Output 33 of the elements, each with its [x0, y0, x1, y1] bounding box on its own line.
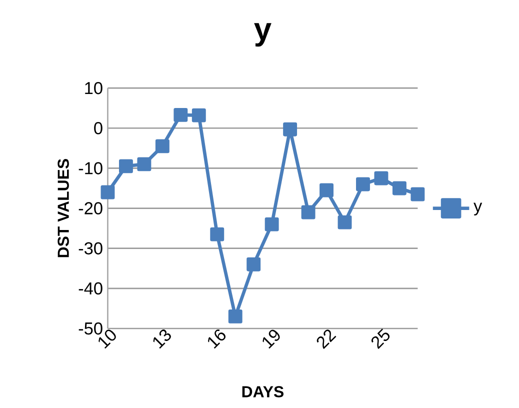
- point: [192, 108, 206, 122]
- point: [264, 217, 279, 232]
- x-tick-label: 25: [371, 328, 390, 350]
- point: [137, 157, 152, 172]
- y-tick-label: -40: [78, 282, 102, 295]
- x-tick-label: 22: [316, 330, 336, 350]
- point: [210, 227, 224, 242]
- y-tick-label: -10: [78, 162, 102, 174]
- legend-label: y: [474, 202, 482, 216]
- y-axis-title: DST VALUES: [58, 159, 69, 258]
- chart-title: y: [254, 23, 272, 47]
- point: [246, 257, 261, 272]
- x-tick-label: 19: [262, 330, 280, 349]
- x-axis-title: DAYS: [242, 386, 284, 398]
- point: [410, 187, 425, 202]
- y-tick-label: 0: [94, 122, 102, 134]
- x-tick-label: 16: [208, 330, 226, 349]
- point: [356, 177, 370, 192]
- point: [283, 122, 298, 136]
- y-tick-label: -30: [78, 242, 102, 255]
- x-tick-label: 13: [153, 330, 171, 349]
- point: [392, 181, 406, 196]
- point: [228, 310, 242, 324]
- point: [155, 139, 170, 154]
- point: [174, 108, 188, 122]
- y-tick-label: 10: [85, 82, 102, 94]
- point: [338, 215, 352, 230]
- point: [100, 185, 115, 200]
- point: [301, 205, 316, 220]
- point: [320, 183, 334, 198]
- y-tick-label: -20: [78, 202, 102, 214]
- point: [118, 159, 133, 174]
- point: [374, 171, 388, 186]
